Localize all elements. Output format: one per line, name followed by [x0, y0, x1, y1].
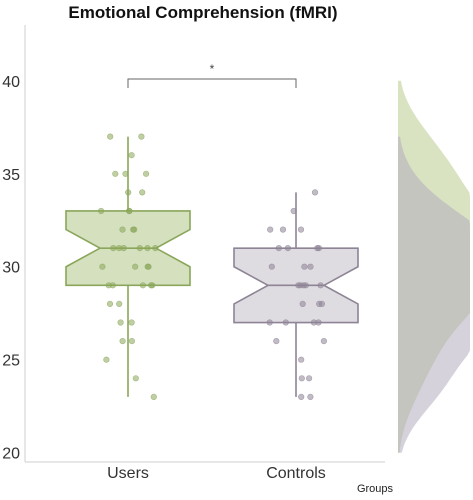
data-point	[112, 170, 119, 177]
data-point	[282, 319, 289, 326]
data-point	[311, 189, 319, 196]
data-point	[138, 133, 145, 140]
data-point	[150, 393, 157, 401]
significance-bracket: *	[127, 62, 297, 88]
data-point	[99, 263, 106, 270]
data-point	[103, 356, 110, 363]
data-point	[144, 245, 151, 252]
data-point	[139, 282, 146, 289]
y-tick-label: 25	[2, 353, 20, 370]
data-point	[126, 207, 133, 215]
x-tick-label: Controls	[266, 465, 326, 482]
data-point	[266, 319, 273, 326]
data-point	[105, 282, 112, 289]
data-point	[295, 282, 302, 289]
data-point	[97, 207, 105, 215]
data-point	[139, 189, 146, 196]
data-point	[152, 245, 159, 252]
data-point	[143, 170, 150, 177]
data-point	[128, 338, 135, 345]
y-tick-label: 20	[2, 446, 20, 463]
data-point	[279, 226, 287, 233]
data-point	[128, 319, 135, 326]
data-point	[290, 207, 297, 215]
data-point	[298, 356, 305, 363]
data-point	[284, 245, 292, 252]
data-point	[148, 282, 155, 289]
data-point	[136, 245, 143, 252]
data-point	[301, 263, 308, 270]
data-point	[307, 393, 314, 401]
data-point	[267, 226, 274, 233]
data-point	[132, 375, 139, 382]
data-point	[297, 226, 305, 233]
data-point	[315, 245, 323, 252]
x-axis-label: Groups	[357, 483, 394, 495]
data-point	[268, 263, 275, 270]
y-tick-label: 35	[2, 167, 20, 184]
data-point	[107, 133, 114, 140]
data-point	[298, 375, 305, 382]
significance-line	[127, 78, 297, 88]
data-point	[298, 393, 305, 401]
data-point	[144, 263, 151, 270]
data-point	[316, 300, 323, 308]
y-tick-label: 30	[2, 260, 20, 277]
data-point	[110, 245, 117, 252]
boxplots	[65, 133, 359, 401]
data-point	[119, 226, 126, 233]
data-point	[122, 170, 129, 177]
data-point	[128, 152, 135, 159]
data-point	[275, 245, 282, 252]
density-controls	[398, 136, 470, 453]
data-point	[106, 300, 114, 308]
data-point	[273, 338, 280, 345]
data-point	[125, 189, 132, 196]
data-point	[320, 338, 328, 345]
data-point	[317, 282, 324, 289]
x-tick-label: Users	[107, 465, 149, 482]
data-point	[119, 338, 126, 345]
data-point	[116, 300, 123, 308]
data-point	[132, 263, 139, 270]
data-point	[131, 226, 138, 233]
box-group-users	[65, 133, 191, 401]
data-point	[306, 375, 313, 382]
data-point	[299, 300, 306, 308]
chart-title: Emotional Comprehension (fMRI)	[68, 3, 337, 22]
data-point	[315, 319, 322, 326]
y-ticks: 20 25 30 35 40	[2, 74, 20, 463]
data-point	[307, 263, 314, 270]
significance-label: *	[210, 62, 215, 76]
x-category-labels: Users Controls	[107, 465, 326, 482]
data-point	[300, 282, 307, 289]
data-point	[120, 245, 127, 252]
y-tick-label: 40	[2, 74, 20, 91]
density-plot	[398, 80, 470, 453]
box-group-controls	[233, 189, 359, 401]
data-point	[117, 319, 124, 326]
